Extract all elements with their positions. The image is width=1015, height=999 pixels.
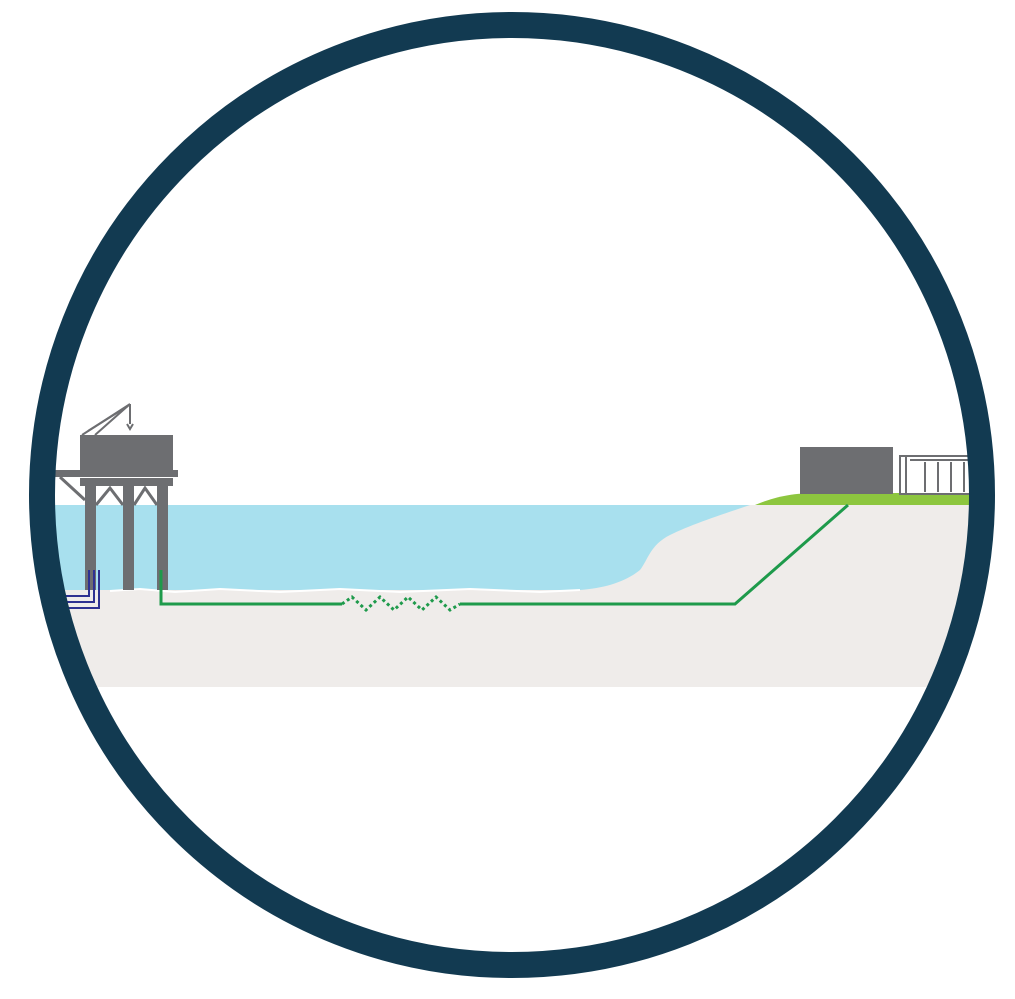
land-surface	[755, 493, 982, 505]
infield-cables	[42, 570, 100, 609]
substation-gantry-icon	[899, 455, 982, 495]
building-icon	[800, 447, 893, 494]
circle-frame	[29, 12, 995, 978]
sea-water	[42, 505, 750, 590]
subsea-cable-icon	[159, 503, 849, 613]
scene	[42, 403, 982, 687]
platform-crane-icon	[50, 403, 178, 590]
seabed-edge	[109, 587, 581, 594]
